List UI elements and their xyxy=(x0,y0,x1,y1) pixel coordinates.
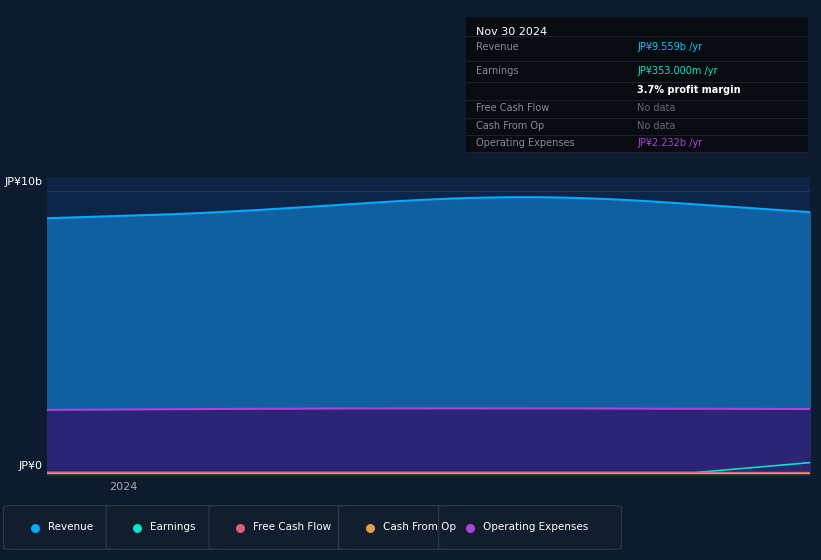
Text: JP¥353.000m /yr: JP¥353.000m /yr xyxy=(637,67,718,76)
Text: Operating Expenses: Operating Expenses xyxy=(476,138,575,148)
Text: No data: No data xyxy=(637,103,676,113)
Text: No data: No data xyxy=(637,121,676,131)
Text: Operating Expenses: Operating Expenses xyxy=(483,522,588,533)
FancyBboxPatch shape xyxy=(3,506,126,549)
Text: Cash From Op: Cash From Op xyxy=(476,121,544,131)
Text: Cash From Op: Cash From Op xyxy=(383,522,456,533)
Text: Nov 30 2024: Nov 30 2024 xyxy=(476,26,548,36)
Text: Revenue: Revenue xyxy=(476,42,519,52)
Text: Free Cash Flow: Free Cash Flow xyxy=(254,522,332,533)
FancyBboxPatch shape xyxy=(106,506,224,549)
Text: JP¥0: JP¥0 xyxy=(19,461,43,472)
FancyBboxPatch shape xyxy=(438,506,621,549)
Text: JP¥2.232b /yr: JP¥2.232b /yr xyxy=(637,138,702,148)
Text: Earnings: Earnings xyxy=(150,522,196,533)
Text: JP¥10b: JP¥10b xyxy=(5,177,43,187)
Text: JP¥9.559b /yr: JP¥9.559b /yr xyxy=(637,42,702,52)
Text: 3.7% profit margin: 3.7% profit margin xyxy=(637,86,741,95)
Text: Free Cash Flow: Free Cash Flow xyxy=(476,103,549,113)
Text: Earnings: Earnings xyxy=(476,67,519,76)
FancyBboxPatch shape xyxy=(338,506,471,549)
Text: Revenue: Revenue xyxy=(48,522,93,533)
FancyBboxPatch shape xyxy=(209,506,357,549)
